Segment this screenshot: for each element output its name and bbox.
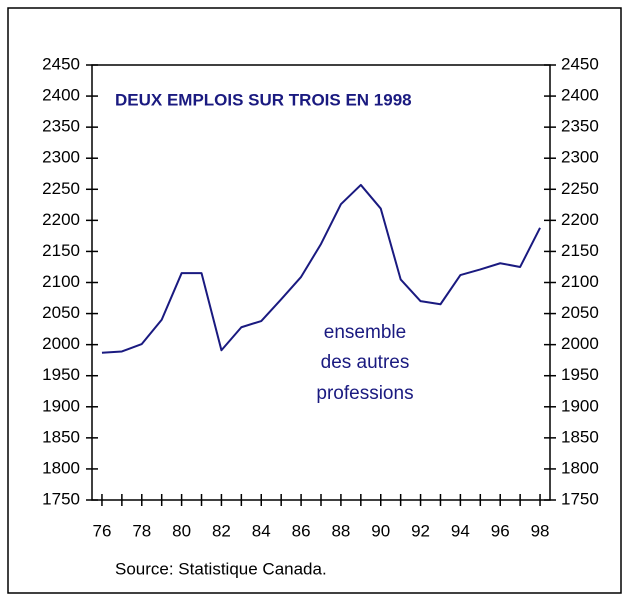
x-tick-label: 76 <box>92 521 111 540</box>
y-tick-label: 2100 <box>42 272 80 291</box>
x-tick-label: 90 <box>371 521 390 540</box>
x-tick-label: 98 <box>531 521 550 540</box>
x-tick-label: 92 <box>411 521 430 540</box>
y-tick-label: 2300 <box>42 148 80 167</box>
y2-tick-label: 1900 <box>561 396 599 415</box>
x-tick-label: 82 <box>212 521 231 540</box>
x-tick-label: 86 <box>292 521 311 540</box>
y-tick-label: 2200 <box>42 210 80 229</box>
y2-tick-label: 2200 <box>561 210 599 229</box>
annotation: des autres <box>321 352 410 373</box>
y-tick-label: 2150 <box>42 241 80 260</box>
y-tick-label: 2400 <box>42 86 80 105</box>
y-tick-label: 2450 <box>42 54 80 73</box>
plot-area <box>91 64 551 501</box>
y2-tick-label: 2300 <box>561 148 599 167</box>
source: Source: Statistique Canada. <box>115 559 327 578</box>
y2-tick-label: 1950 <box>561 365 599 384</box>
y2-tick-label: 1800 <box>561 458 599 477</box>
y2-tick-label: 2050 <box>561 303 599 322</box>
y2-tick-label: 2400 <box>561 86 599 105</box>
frame <box>7 7 622 594</box>
y2-tick-label: 2350 <box>561 117 599 136</box>
y2-tick-label: 2100 <box>561 272 599 291</box>
chart-title: DEUX EMPLOIS SUR TROIS EN 1998 <box>115 90 412 109</box>
x-tick-label: 78 <box>132 521 151 540</box>
y2-tick-label: 2150 <box>561 241 599 260</box>
x-tick-label: 84 <box>252 521 271 540</box>
annotation: ensemble <box>324 322 406 343</box>
y2-tick-label: 2250 <box>561 179 599 198</box>
annotation: professions <box>316 383 413 404</box>
x-tick-label: 80 <box>172 521 191 540</box>
y-tick-label: 1750 <box>42 489 80 508</box>
y-tick-label: 1850 <box>42 427 80 446</box>
line <box>101 183 541 354</box>
y2-tick-label: 2450 <box>561 54 599 73</box>
y-tick-label: 2000 <box>42 334 80 353</box>
y-tick-label: 1950 <box>42 365 80 384</box>
x-tick-label: 96 <box>491 521 510 540</box>
y-tick-label: 2050 <box>42 303 80 322</box>
y2-tick-label: 1750 <box>561 489 599 508</box>
x-tick-label: 88 <box>331 521 350 540</box>
y-tick-label: 2250 <box>42 179 80 198</box>
y-tick-label: 2350 <box>42 117 80 136</box>
y-tick-label: 1800 <box>42 458 80 477</box>
x-tick-label: 94 <box>451 521 470 540</box>
y2-tick-label: 1850 <box>561 427 599 446</box>
y2-tick-label: 2000 <box>561 334 599 353</box>
y-tick-label: 1900 <box>42 396 80 415</box>
